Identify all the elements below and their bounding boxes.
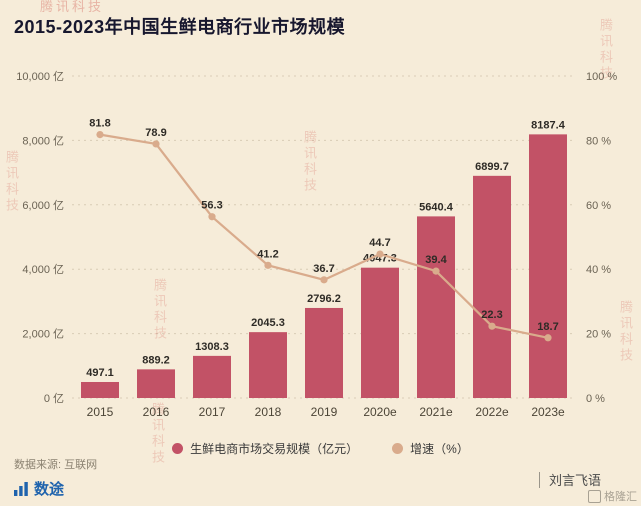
svg-text:4,000 亿: 4,000 亿 xyxy=(22,263,64,276)
legend-dot-bars xyxy=(172,442,184,454)
bar-chart-logo-icon xyxy=(14,481,28,496)
svg-text:2020e: 2020e xyxy=(363,405,397,419)
data-source-note: 数据来源: 互联网 xyxy=(14,459,98,471)
svg-text:39.4: 39.4 xyxy=(425,254,447,266)
legend-label-line: 增速（%） xyxy=(410,441,469,456)
svg-text:2017: 2017 xyxy=(199,405,226,419)
svg-text:2018: 2018 xyxy=(255,405,282,419)
svg-text:2796.2: 2796.2 xyxy=(307,293,341,305)
chart-svg: 0 亿 0 % 2,000 亿 20 % 4,000 亿 40 % 6,000 亿 60 % 8… xyxy=(16,70,617,419)
gelonghui-logo: 格隆汇 xyxy=(588,488,637,504)
svg-text:40 %: 40 % xyxy=(586,264,611,276)
legend-dot-line xyxy=(392,442,404,454)
chart-title: 2015-2023年中国生鲜电商行业市场规模 xyxy=(14,17,346,37)
chart-legend: 生鲜电商市场交易规模（亿元） 增速（%） xyxy=(0,437,641,459)
svg-text:6899.7: 6899.7 xyxy=(475,161,509,173)
svg-text:56.3: 56.3 xyxy=(201,200,222,212)
legend-item-line: 增速（%） xyxy=(392,440,469,457)
svg-text:8187.4: 8187.4 xyxy=(531,119,566,131)
svg-text:2045.3: 2045.3 xyxy=(251,317,285,329)
svg-text:0 %: 0 % xyxy=(586,393,605,405)
svg-text:81.8: 81.8 xyxy=(89,118,110,130)
svg-text:8,000 亿: 8,000 亿 xyxy=(22,134,64,147)
svg-text:60 %: 60 % xyxy=(586,200,611,212)
svg-text:6,000 亿: 6,000 亿 xyxy=(22,199,64,212)
author-credit: 刘言飞语 xyxy=(538,470,601,489)
svg-text:2021e: 2021e xyxy=(419,405,453,419)
svg-text:2022e: 2022e xyxy=(475,405,509,419)
gelonghui-logo-icon xyxy=(588,489,601,503)
credit-divider xyxy=(538,471,540,488)
svg-text:2023e: 2023e xyxy=(531,405,565,419)
svg-text:36.7: 36.7 xyxy=(313,263,334,275)
svg-text:2015: 2015 xyxy=(87,405,114,419)
svg-text:20 %: 20 % xyxy=(586,329,611,341)
svg-text:80 %: 80 % xyxy=(586,135,611,147)
svg-text:10,000 亿: 10,000 亿 xyxy=(16,70,64,83)
legend-label-bars: 生鲜电商市场交易规模（亿元） xyxy=(190,441,359,456)
legend-item-bars: 生鲜电商市场交易规模（亿元） xyxy=(172,440,358,457)
svg-text:0 亿: 0 亿 xyxy=(44,392,64,405)
svg-text:41.2: 41.2 xyxy=(257,248,278,260)
svg-text:18.7: 18.7 xyxy=(537,321,558,333)
svg-text:497.1: 497.1 xyxy=(86,367,114,379)
gelonghui-logo-text: 格隆汇 xyxy=(604,491,637,503)
svg-text:1308.3: 1308.3 xyxy=(195,341,229,353)
svg-text:78.9: 78.9 xyxy=(145,127,166,139)
svg-text:2016: 2016 xyxy=(143,405,170,419)
shutu-logo-text: 数途 xyxy=(34,481,65,498)
svg-text:2,000 亿: 2,000 亿 xyxy=(22,328,64,341)
svg-text:5640.4: 5640.4 xyxy=(419,201,454,213)
shutu-logo: 数途 xyxy=(14,478,64,499)
svg-text:44.7: 44.7 xyxy=(369,237,390,249)
svg-text:889.2: 889.2 xyxy=(142,354,170,366)
svg-text:2019: 2019 xyxy=(311,405,338,419)
svg-text:100 %: 100 % xyxy=(586,71,617,83)
author-credit-text: 刘言飞语 xyxy=(548,473,601,488)
svg-text:22.3: 22.3 xyxy=(481,309,502,321)
